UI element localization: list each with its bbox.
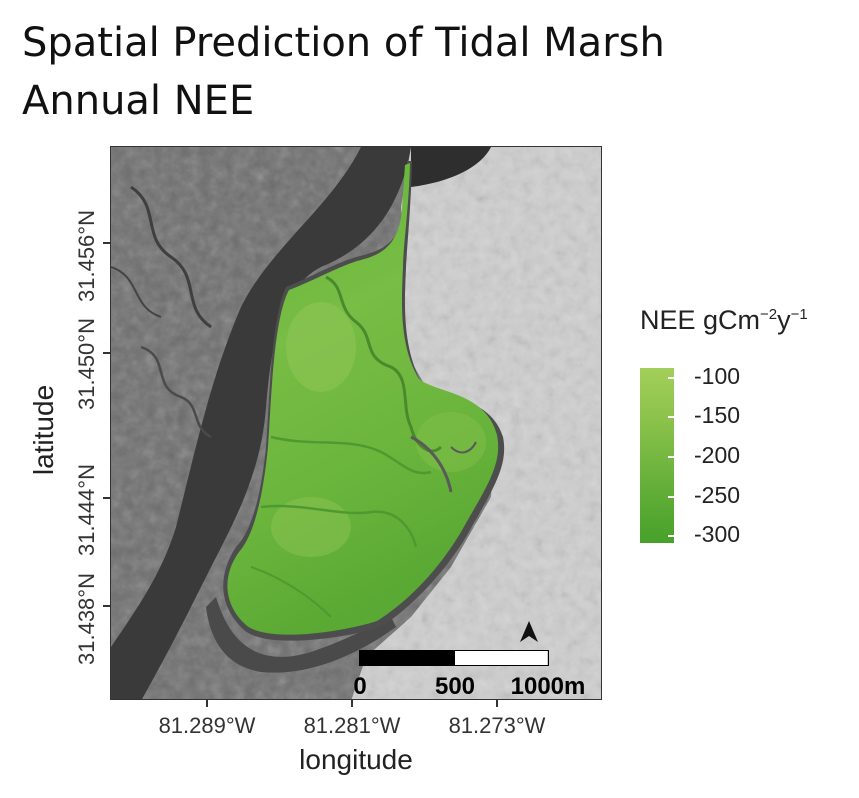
legend-tick-label: -150 (694, 402, 741, 428)
scale-label-1000m: 1000m (510, 673, 586, 700)
legend-tick-label: -300 (694, 521, 741, 547)
legend-tick-label: -100 (694, 363, 741, 389)
x-tick-label: 81.289°W (158, 713, 256, 738)
marsh-creek-2 (270, 435, 432, 475)
marsh-creek-4 (250, 566, 332, 618)
legend-colorbar (640, 368, 674, 543)
y-tick-label: 31.444°N (74, 464, 99, 556)
title-line-1: Spatial Prediction of Tidal Marsh (22, 20, 665, 66)
y-tickmark (103, 352, 110, 354)
legend-title-main: NEE gCm (640, 305, 761, 335)
legend-tick-label: -200 (694, 442, 741, 468)
legend-tickmark (668, 456, 674, 458)
x-tick-label: 81.273°W (448, 713, 546, 738)
legend-title: NEE gCm−2y−1 (640, 305, 808, 336)
marsh-patch-1 (286, 302, 356, 392)
x-tickmark (496, 700, 498, 707)
west-creek-3 (111, 266, 162, 318)
river-mouth-ne (411, 147, 491, 187)
legend-tick-label: -250 (694, 482, 741, 508)
scale-label-0: 0 (353, 673, 367, 700)
y-axis-label: latitude (28, 384, 59, 476)
north-arrow-icon (520, 621, 538, 642)
legend-tickmark (668, 496, 674, 498)
west-creek-1 (130, 185, 212, 329)
x-tickmark (206, 700, 208, 707)
scale-bar (359, 650, 549, 666)
marsh-creek-3 (260, 504, 418, 548)
scale-label-500: 500 (434, 673, 476, 700)
y-tickmark (103, 242, 110, 244)
upland-texture (351, 147, 601, 699)
west-creek-2 (140, 345, 212, 439)
marsh-creek-gray-2 (450, 441, 477, 454)
legend-title-exp1: −2 (760, 306, 778, 323)
y-tick-label: 31.438°N (74, 573, 99, 665)
legend-tickmark (668, 377, 674, 379)
map-panel (110, 146, 602, 700)
figure-title: Spatial Prediction of Tidal Marsh Annual… (22, 14, 842, 130)
marsh-creek-gray (410, 435, 453, 493)
legend-title-mid: y (777, 305, 791, 335)
legend-tickmark (668, 416, 674, 418)
y-tick-label: 31.456°N (74, 210, 99, 302)
main-river (111, 147, 411, 699)
legend-title-exp2: −1 (790, 306, 808, 323)
scale-bar-black-segment (360, 651, 455, 665)
southern-channel (206, 597, 396, 673)
map-svg (111, 147, 601, 699)
legend-tickmark (668, 535, 674, 537)
scale-bar-white-segment (455, 651, 547, 665)
x-tick-label: 81.281°W (303, 713, 401, 738)
y-tickmark (103, 605, 110, 607)
title-line-2: Annual NEE (22, 78, 255, 124)
y-tick-label: 31.450°N (74, 318, 99, 410)
x-axis-label: longitude (299, 744, 413, 775)
y-tickmark (103, 497, 110, 499)
x-tickmark (351, 700, 353, 707)
